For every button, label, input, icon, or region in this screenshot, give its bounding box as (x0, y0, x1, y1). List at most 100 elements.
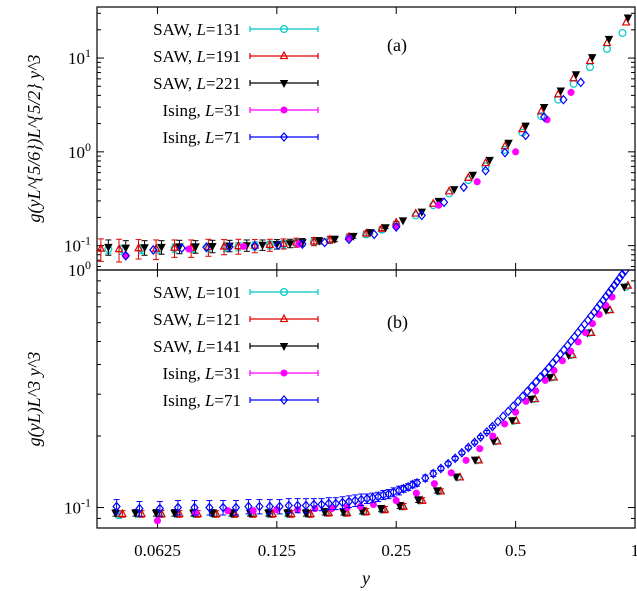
data-point (155, 503, 165, 514)
data-point (436, 463, 446, 474)
data-point (208, 243, 217, 252)
panel-b-y-axis-label: g(yL)L^3 y^3 (24, 352, 45, 447)
data-point (601, 291, 611, 302)
data-point (429, 468, 438, 479)
data-point (435, 201, 443, 209)
legend-marker (279, 342, 289, 351)
data-point (481, 162, 490, 171)
data-point (550, 366, 558, 374)
legend-label: Ising, L=71 (162, 391, 241, 410)
legend-family: SAW, (153, 337, 196, 356)
data-point (275, 501, 284, 512)
data-point (618, 28, 627, 37)
data-point (444, 186, 454, 195)
legend-family: Ising, (162, 128, 205, 147)
panel-a-ticks (97, 7, 636, 270)
data-point (265, 501, 274, 512)
legend-size: =71 (214, 128, 241, 147)
data-point (588, 319, 596, 328)
legend-label: SAW, L=141 (153, 337, 241, 356)
data-point (381, 224, 390, 233)
data-point (361, 506, 371, 515)
data-point (612, 276, 622, 287)
legend-marker (279, 50, 289, 60)
data-point (537, 112, 546, 121)
legend-label: SAW, L=191 (153, 47, 241, 66)
legend-symbol: L (195, 47, 205, 66)
data-point (293, 500, 302, 511)
panel-b-y-tick-labels: 10-1 100 (64, 258, 91, 518)
legend-label: SAW, L=101 (153, 283, 241, 302)
data-point (610, 280, 619, 291)
data-point (218, 502, 228, 513)
data-point (481, 165, 490, 176)
data-point (504, 406, 513, 417)
data-point (481, 157, 490, 167)
data-point (498, 411, 508, 422)
legend-symbol: L (204, 364, 214, 383)
data-point (488, 421, 497, 432)
data-point (398, 217, 408, 226)
data-point (417, 210, 426, 221)
data-point (104, 243, 113, 252)
legend-family: SAW, (153, 283, 196, 302)
data-point (239, 242, 248, 251)
y-tick-label: 10-1 (64, 234, 91, 256)
legend-family: SAW, (153, 20, 196, 39)
x-tick-label: 0.5 (505, 541, 526, 560)
legend-size: =221 (206, 74, 241, 93)
data-point (399, 483, 408, 494)
legend-label: SAW, L=131 (153, 20, 241, 39)
data-point (392, 221, 401, 233)
legend-symbol: L (195, 337, 205, 356)
data-point (523, 386, 532, 397)
data-point (301, 500, 311, 511)
data-point (131, 509, 140, 518)
data-point (412, 477, 422, 488)
data-point (512, 148, 520, 156)
data-point (464, 442, 473, 453)
data-point (463, 172, 473, 181)
data-point (518, 391, 527, 402)
data-point (521, 130, 530, 141)
data-point (620, 270, 630, 276)
data-point (118, 508, 127, 518)
data-point (185, 245, 193, 253)
data-point (258, 241, 267, 250)
legend-family: SAW, (153, 310, 196, 329)
x-tick-label: 0.25 (381, 541, 411, 560)
data-point (317, 499, 326, 510)
data-point (417, 208, 427, 217)
legend-symbol: L (204, 128, 214, 147)
legend-marker (279, 79, 289, 88)
legend-marker (279, 313, 289, 323)
y-tick-label: 10-1 (64, 496, 91, 518)
data-point (567, 88, 575, 96)
data-point (532, 387, 540, 395)
y-tick-base: 10 (68, 143, 85, 162)
series-ising-l-71 (121, 77, 585, 261)
data-point (392, 496, 400, 505)
data-point (489, 432, 497, 440)
data-point (554, 95, 563, 104)
data-point (208, 509, 217, 518)
data-point (234, 240, 243, 250)
data-point (224, 507, 232, 515)
panel-a-data-marks (97, 14, 633, 263)
data-point (573, 327, 583, 338)
data-point (459, 182, 468, 193)
y-tick-label: 100 (68, 258, 91, 280)
legend-marker (280, 369, 288, 377)
data-point (604, 287, 614, 298)
data-point (536, 106, 546, 115)
y-tick-base: 10 (64, 499, 81, 518)
legend-size: =101 (206, 283, 241, 302)
x-axis-label: y (360, 568, 370, 588)
data-point (462, 456, 470, 464)
data-point (432, 487, 442, 496)
legend-marker (280, 25, 289, 34)
data-point (470, 456, 480, 465)
data-point (541, 376, 549, 384)
